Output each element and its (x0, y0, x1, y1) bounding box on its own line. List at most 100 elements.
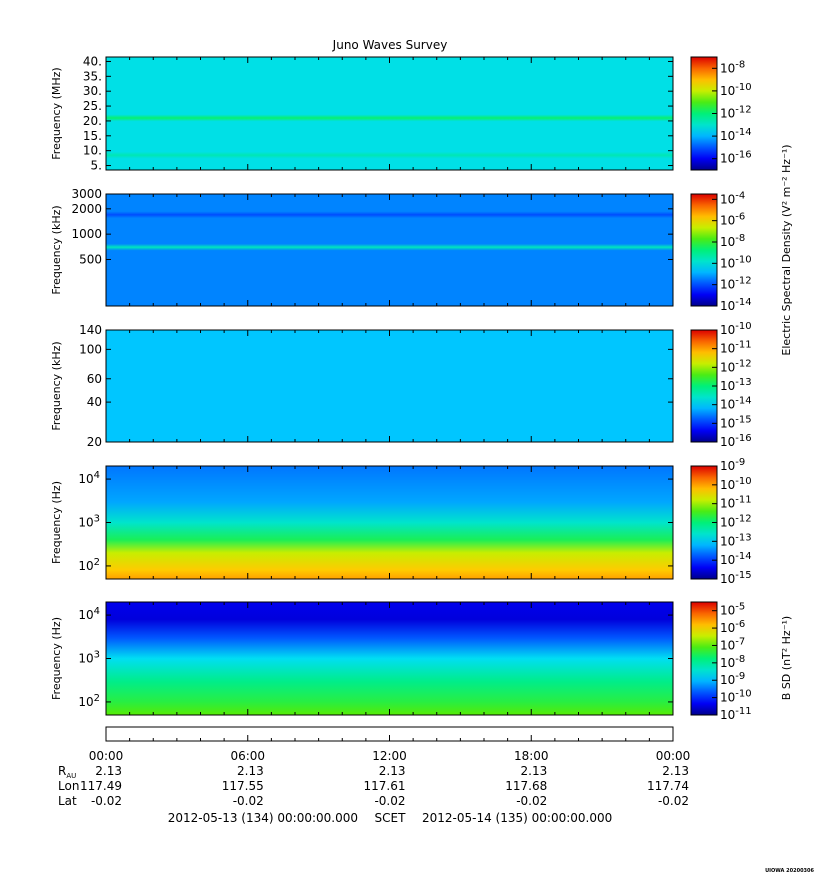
colorbar-tick-label: 10-13 (720, 377, 752, 393)
colorbar-tick-label: 10-12 (720, 358, 752, 374)
y-tick-label: 35. (83, 69, 102, 83)
colorbar-tick-label: 10-4 (720, 190, 745, 206)
ephemeris-value: 2.13 (95, 764, 122, 778)
time-tick-label: 18:00 (514, 749, 549, 763)
colorbar-tick-label: 10-10 (720, 321, 752, 337)
y-tick-label: 103 (78, 514, 100, 530)
y-tick-label: 30. (83, 84, 102, 98)
y-axis-label: Frequency (Hz) (50, 481, 63, 564)
y-tick-label: 20. (83, 114, 102, 128)
ephemeris-value: 2.13 (379, 764, 406, 778)
ephemeris-value: 117.55 (222, 779, 264, 793)
y-tick-label: 104 (78, 606, 100, 622)
y-tick-label: 1000 (71, 227, 102, 241)
colorbar-tick-label: 10-16 (720, 150, 752, 166)
ephemeris-value: 2.13 (662, 764, 689, 778)
colorbar-tick-label: 10-6 (720, 212, 745, 228)
time-frame: SCET (375, 811, 407, 825)
ephemeris-value: 117.61 (364, 779, 406, 793)
colorbar-tick-label: 10-10 (720, 254, 752, 270)
y-tick-label: 2000 (71, 202, 102, 216)
ephemeris-value: -0.02 (516, 794, 547, 808)
time-tick-label: 00:00 (656, 749, 691, 763)
spectrogram-image (106, 466, 673, 579)
y-axis-label: Frequency (MHz) (50, 67, 63, 159)
chart-title: Juno Waves Survey (332, 38, 448, 52)
ephemeris-value: 2.13 (237, 764, 264, 778)
y-tick-label: 5. (91, 159, 102, 173)
ephemeris-value: -0.02 (91, 794, 122, 808)
y-axis-label: Frequency (kHz) (50, 205, 63, 294)
ephemeris-row-label: RAU (58, 764, 76, 780)
y-tick-label: 10. (83, 144, 102, 158)
spectrogram-panel-lfr-low-electric: 102 103 104 Frequency (Hz) 10-15 10-14 10-13 10… (50, 457, 752, 586)
colorbar-tick-label: 10-15 (720, 414, 752, 430)
colorbar-tick-label: 10-5 (720, 602, 745, 618)
y-tick-label: 15. (83, 129, 102, 143)
magnetic-spectral-density-label: B SD (nT² Hz⁻¹) (780, 616, 793, 700)
colorbar-tick-label: 10-13 (720, 532, 752, 548)
ephemeris-value: -0.02 (233, 794, 264, 808)
ephemeris-value: -0.02 (374, 794, 405, 808)
colorbar-tick-label: 10-14 (720, 396, 752, 412)
end-time: 2012-05-14 (135) 00:00:00.000 (422, 811, 612, 825)
y-tick-label: 3000 (71, 187, 102, 201)
colorbar-tick-label: 10-7 (720, 636, 745, 652)
ephemeris-value: 117.68 (505, 779, 547, 793)
spectrogram-image (106, 330, 673, 442)
y-tick-label: 60 (87, 372, 102, 386)
y-axis-label: Frequency (kHz) (50, 341, 63, 430)
colorbar-tick-label: 10-9 (720, 671, 745, 687)
time-tick-label: 12:00 (372, 749, 407, 763)
y-tick-label: 40 (87, 395, 102, 409)
colorbar (690, 193, 718, 307)
colorbar-tick-label: 10-8 (720, 654, 745, 670)
colorbar-tick-label: 10-11 (720, 495, 752, 511)
ephemeris-value: 117.49 (80, 779, 122, 793)
y-tick-label: 102 (78, 557, 100, 573)
spectrogram-image (106, 602, 673, 715)
y-tick-label: 500 (79, 252, 102, 266)
spectrogram-image (106, 194, 673, 306)
colorbar-tick-label: 10-12 (720, 276, 752, 292)
y-tick-label: 104 (78, 470, 100, 486)
ephemeris-value: 2.13 (521, 764, 548, 778)
y-tick-label: 103 (78, 650, 100, 666)
y-tick-label: 140 (79, 323, 102, 337)
footer-tag: UIOWA 20200306 (765, 868, 814, 874)
colorbar-tick-label: 10-14 (720, 297, 752, 313)
colorbar-tick-label: 10-16 (720, 433, 752, 449)
ephemeris-value: 117.74 (647, 779, 689, 793)
colorbar-tick-label: 10-8 (720, 233, 745, 249)
electric-spectral-density-label: Electric Spectral Density (V² m⁻² Hz⁻¹) (780, 144, 793, 355)
ephemeris-row-label: Lon (58, 779, 79, 793)
y-tick-label: 25. (83, 99, 102, 113)
y-tick-label: 102 (78, 693, 100, 709)
colorbar-tick-label: 10-14 (720, 551, 752, 567)
spectrogram-panels: 5.10.15.20.25.30.35.40. Frequency (MHz) 10… (50, 54, 752, 722)
colorbar-tick-label: 10-10 (720, 82, 752, 98)
colorbar-tick-label: 10-15 (720, 570, 752, 586)
colorbar-tick-label: 10-11 (720, 340, 752, 356)
colorbar-tick-label: 10-9 (720, 457, 745, 473)
colorbar-tick-label: 10-10 (720, 476, 752, 492)
colorbar-tick-label: 10-14 (720, 127, 752, 143)
y-tick-label: 20 (87, 435, 102, 449)
colorbar (690, 601, 718, 716)
start-time: 2012-05-13 (134) 00:00:00.000 (168, 811, 358, 825)
spectrogram-panel-hfr-high: 5.10.15.20.25.30.35.40. Frequency (MHz) 10… (50, 54, 752, 172)
colorbar-tick-label: 10-8 (720, 59, 745, 75)
colorbar-tick-label: 10-6 (720, 619, 745, 635)
colorbar-tick-label: 10-12 (720, 514, 752, 530)
colorbar-tick-label: 10-11 (720, 706, 752, 722)
y-tick-label: 100 (79, 342, 102, 356)
ephemeris-row-label: Lat (58, 794, 77, 808)
colorbar-tick-label: 10-12 (720, 105, 752, 121)
time-tick-label: 06:00 (230, 749, 265, 763)
time-axis: 00:002.13117.49-0.0206:002.13117.55-0.02… (58, 726, 691, 825)
spectrogram-image (106, 57, 673, 170)
spectrogram-panel-lfr-high: 20 40 60 100 140 Frequency (kHz) 10-16 10-15 10-… (50, 321, 752, 449)
